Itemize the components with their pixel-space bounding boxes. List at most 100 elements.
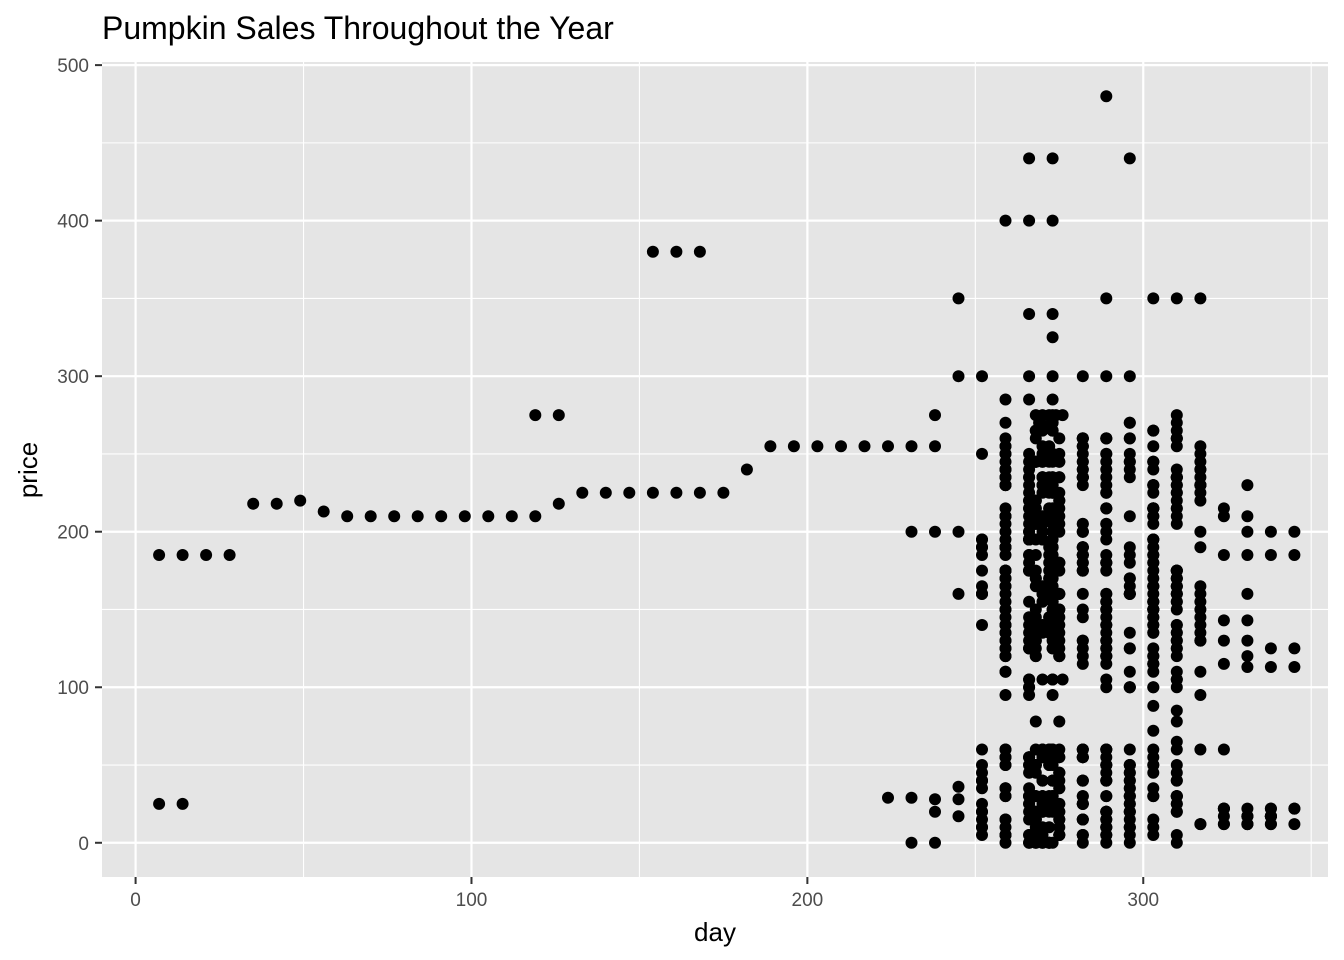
plot-panel — [102, 62, 1328, 877]
data-point — [1023, 308, 1036, 320]
data-point — [905, 791, 918, 804]
data-point — [1170, 805, 1183, 818]
data-point — [1100, 556, 1113, 569]
data-point — [1076, 774, 1089, 787]
data-point — [1241, 614, 1254, 627]
data-point — [1053, 715, 1066, 728]
data-point — [1123, 455, 1136, 468]
data-point — [905, 836, 918, 849]
data-point — [1170, 494, 1183, 507]
data-point — [1100, 471, 1113, 484]
data-point — [1036, 673, 1049, 686]
data-point — [176, 797, 189, 810]
data-point — [1194, 689, 1207, 701]
data-point — [1123, 805, 1136, 818]
data-point — [1147, 292, 1160, 305]
data-point — [976, 370, 988, 383]
data-point — [1123, 416, 1136, 429]
data-point — [270, 497, 283, 510]
y-tick-label: 400 — [57, 212, 89, 233]
data-point — [1170, 774, 1183, 787]
data-point — [1264, 549, 1277, 561]
data-point — [1147, 642, 1160, 655]
data-point — [1217, 743, 1230, 756]
data-point — [576, 486, 589, 499]
data-point — [1264, 810, 1277, 823]
data-point — [1123, 743, 1136, 756]
data-point — [1046, 416, 1059, 429]
data-point — [764, 440, 777, 453]
data-point — [1023, 152, 1036, 165]
data-point — [1036, 533, 1049, 546]
data-point — [1170, 471, 1183, 484]
data-point — [1076, 657, 1089, 670]
data-point — [1123, 510, 1136, 523]
data-point — [1046, 455, 1059, 468]
data-point — [1123, 471, 1136, 484]
data-point — [999, 595, 1012, 608]
data-point — [1147, 790, 1160, 803]
data-point — [929, 836, 941, 849]
x-tick-label: 0 — [130, 890, 141, 911]
data-point — [1170, 759, 1183, 771]
data-point — [153, 797, 166, 810]
data-point — [1100, 292, 1113, 305]
data-point — [1023, 642, 1036, 655]
data-point — [1053, 587, 1066, 600]
data-point — [1194, 665, 1207, 678]
data-point — [1100, 370, 1113, 383]
data-point — [1100, 587, 1113, 600]
data-point — [153, 549, 166, 561]
data-point — [1147, 424, 1160, 437]
data-point — [1147, 699, 1160, 712]
data-point — [999, 393, 1012, 406]
data-point — [1076, 564, 1089, 577]
data-point — [1194, 525, 1207, 538]
data-point — [999, 782, 1012, 795]
data-point — [552, 409, 565, 422]
data-point — [1100, 774, 1113, 787]
data-point — [1046, 308, 1059, 320]
data-point — [1023, 510, 1036, 523]
data-point — [1023, 393, 1036, 406]
data-point — [1217, 549, 1230, 561]
data-point — [1147, 533, 1160, 546]
data-point — [1194, 611, 1207, 624]
data-point — [952, 370, 965, 383]
data-point — [1043, 797, 1056, 810]
data-point — [1288, 661, 1301, 673]
x-axis-title: day — [694, 917, 736, 947]
data-point — [1288, 642, 1301, 655]
data-point — [1076, 471, 1089, 484]
data-point — [999, 665, 1012, 678]
data-point — [999, 572, 1012, 585]
data-point — [1023, 759, 1036, 771]
data-point — [623, 486, 636, 499]
data-point — [1076, 829, 1089, 841]
data-point — [1123, 587, 1136, 600]
data-point — [1241, 525, 1254, 538]
data-point — [999, 813, 1012, 826]
data-point — [1241, 510, 1254, 523]
data-point — [1046, 393, 1059, 406]
data-point — [1053, 829, 1066, 841]
data-point — [364, 510, 377, 523]
data-point — [1288, 525, 1301, 538]
data-point — [952, 780, 965, 793]
data-point — [1053, 813, 1066, 826]
data-point — [1194, 743, 1207, 756]
data-point — [787, 440, 800, 453]
data-point — [1023, 595, 1036, 608]
x-tick-label: 300 — [1127, 890, 1159, 911]
data-point — [1123, 572, 1136, 585]
data-point — [976, 743, 988, 756]
data-point — [670, 486, 683, 499]
data-point — [999, 463, 1012, 476]
data-point — [1264, 661, 1277, 673]
data-point — [1036, 743, 1049, 756]
data-point — [976, 766, 988, 779]
data-point — [482, 510, 495, 523]
data-point — [1046, 525, 1059, 538]
data-point — [1053, 556, 1066, 569]
data-point — [1100, 432, 1113, 445]
